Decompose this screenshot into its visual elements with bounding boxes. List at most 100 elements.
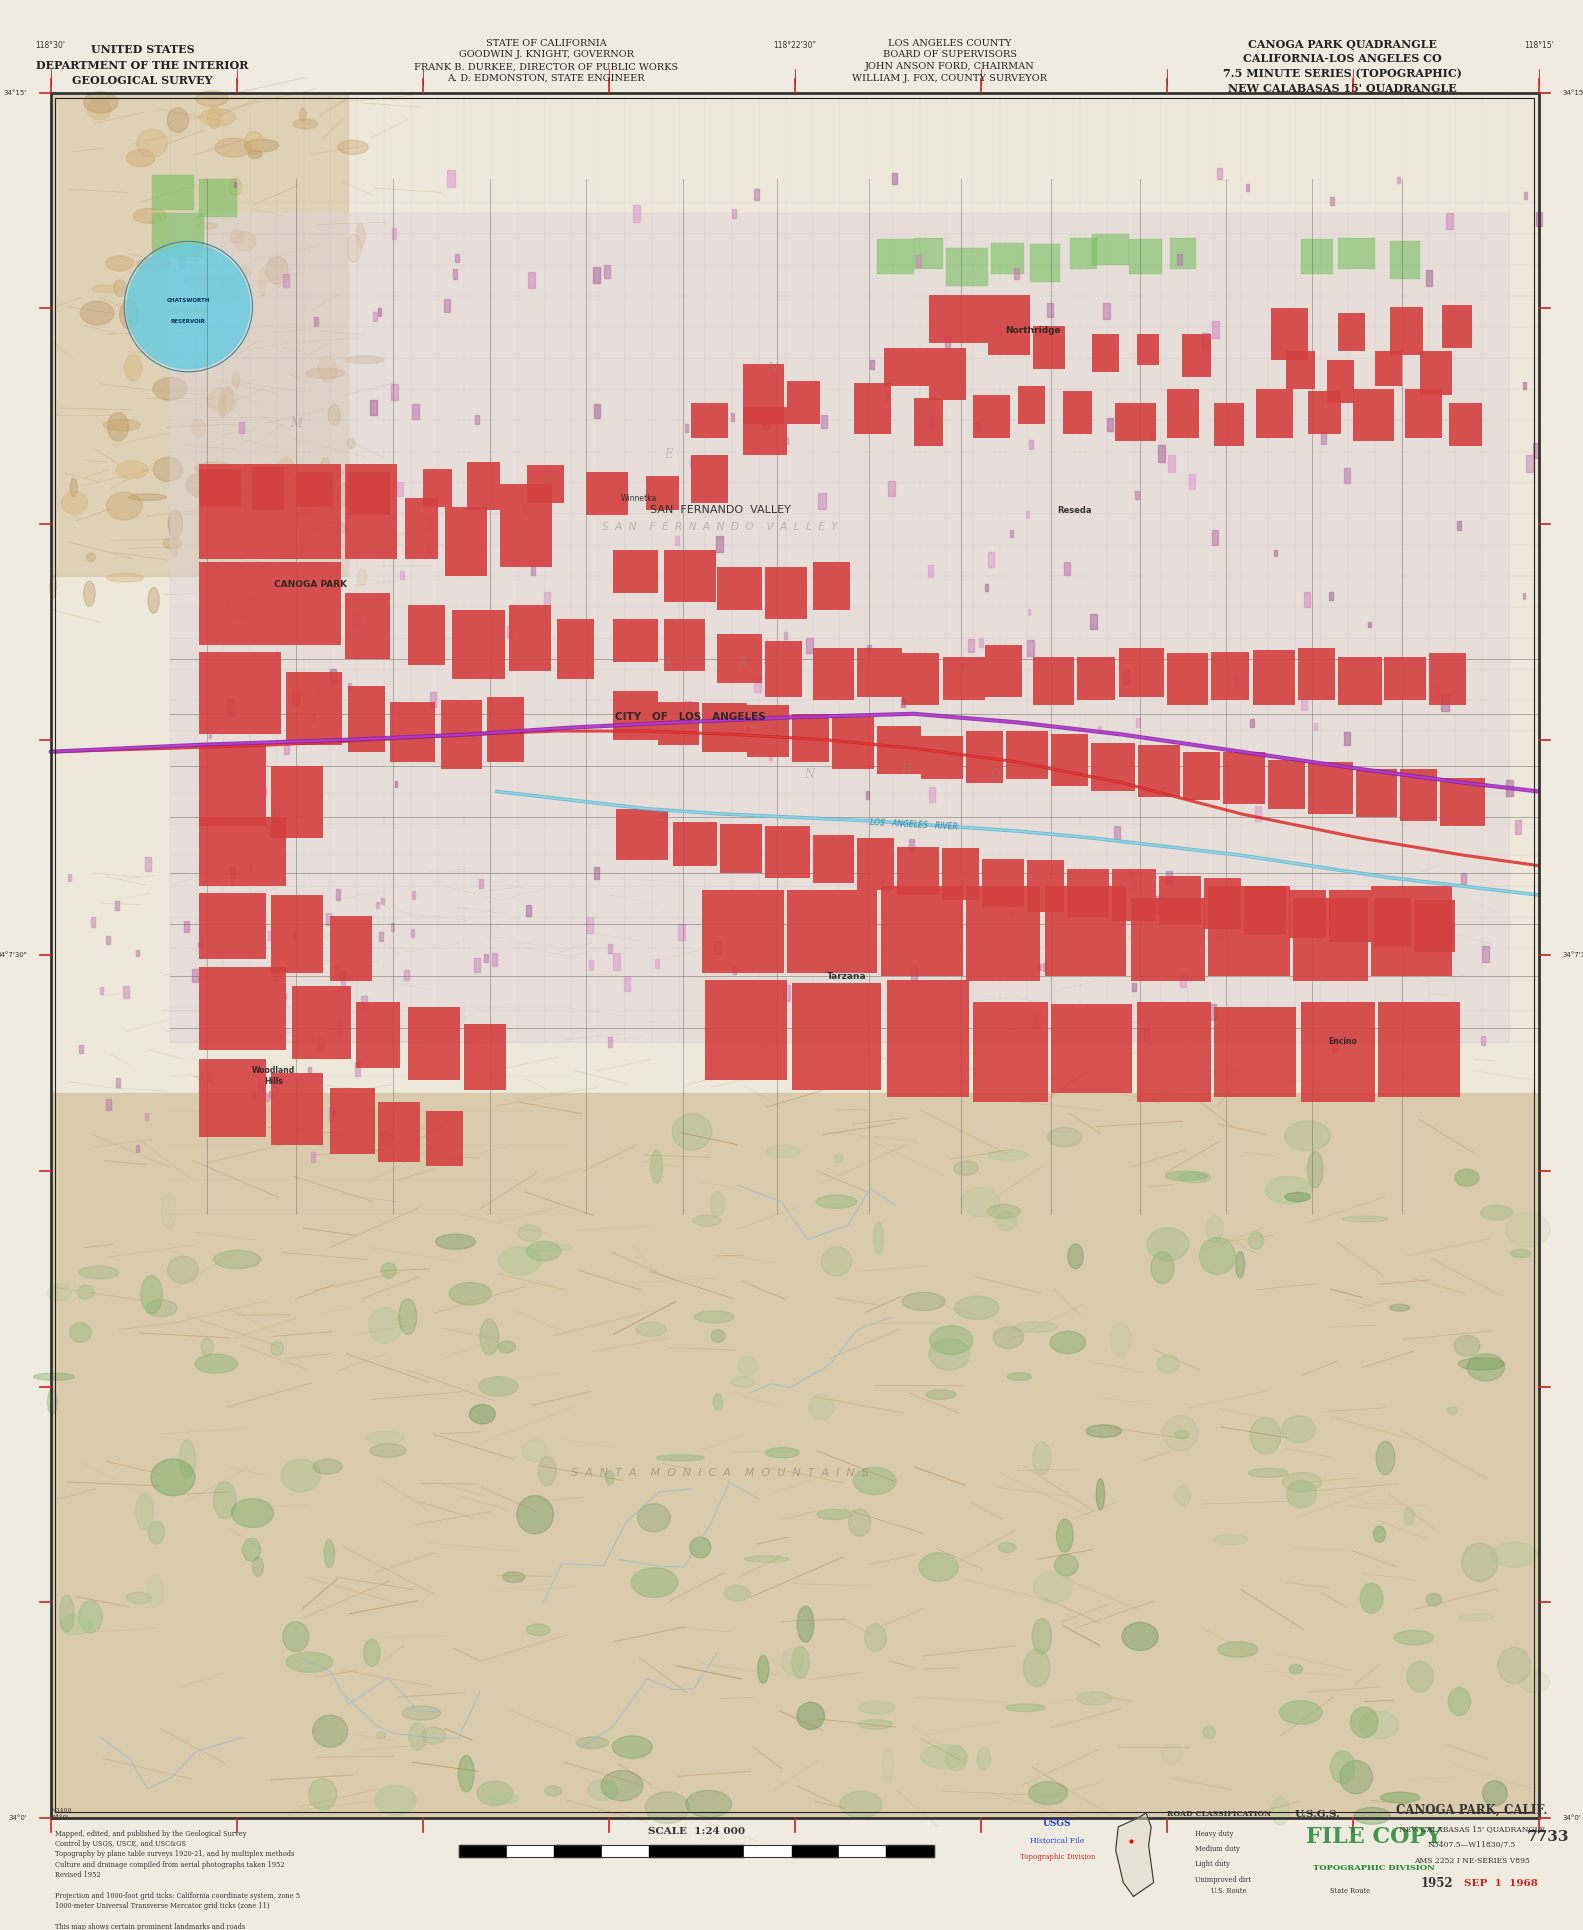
Bar xyxy=(309,1067,312,1073)
Bar xyxy=(1331,1040,1338,1054)
Bar xyxy=(1167,390,1200,438)
Bar xyxy=(1320,432,1327,444)
Ellipse shape xyxy=(636,1322,666,1336)
Bar xyxy=(1344,467,1350,482)
Bar xyxy=(1208,886,1290,977)
Bar xyxy=(714,940,720,953)
Bar xyxy=(616,809,668,861)
Bar xyxy=(545,484,549,496)
Text: 34°0': 34°0' xyxy=(8,1814,27,1822)
Ellipse shape xyxy=(127,149,155,166)
Bar xyxy=(1137,718,1140,726)
Ellipse shape xyxy=(673,1114,712,1150)
Ellipse shape xyxy=(766,1448,799,1457)
Ellipse shape xyxy=(860,1700,894,1714)
Ellipse shape xyxy=(822,1247,852,1276)
Text: M: M xyxy=(290,417,302,430)
Bar xyxy=(833,718,874,768)
Ellipse shape xyxy=(150,1459,195,1496)
Bar xyxy=(557,620,594,679)
Ellipse shape xyxy=(1056,1519,1073,1552)
Ellipse shape xyxy=(293,120,318,129)
Ellipse shape xyxy=(92,286,120,293)
Bar xyxy=(871,359,874,369)
Bar xyxy=(909,840,913,851)
Ellipse shape xyxy=(435,1233,475,1249)
Bar xyxy=(1314,724,1317,730)
Bar xyxy=(234,181,236,187)
Ellipse shape xyxy=(199,108,236,125)
Ellipse shape xyxy=(1374,1527,1385,1542)
Bar xyxy=(527,465,564,504)
Bar xyxy=(818,492,825,510)
Text: 34°0': 34°0' xyxy=(1562,1814,1581,1822)
Ellipse shape xyxy=(168,510,182,538)
Bar xyxy=(1404,390,1442,438)
Bar xyxy=(445,508,486,575)
Bar xyxy=(329,1108,334,1119)
Ellipse shape xyxy=(136,129,168,158)
Ellipse shape xyxy=(366,1430,404,1444)
Ellipse shape xyxy=(1467,1353,1505,1380)
Bar xyxy=(589,959,594,969)
Bar xyxy=(389,703,435,762)
Ellipse shape xyxy=(196,91,228,106)
Bar xyxy=(500,484,552,567)
Bar xyxy=(1255,390,1293,438)
Ellipse shape xyxy=(920,1554,958,1581)
Ellipse shape xyxy=(114,280,127,297)
Bar xyxy=(991,243,1024,274)
Text: 34°0': 34°0' xyxy=(51,1814,70,1822)
Bar xyxy=(318,1036,325,1050)
Text: 118°22'30": 118°22'30" xyxy=(773,41,817,50)
Ellipse shape xyxy=(321,457,329,469)
Bar xyxy=(1145,1029,1149,1040)
Ellipse shape xyxy=(154,457,182,481)
Bar xyxy=(1130,239,1162,274)
Bar xyxy=(1301,1002,1376,1102)
Ellipse shape xyxy=(1214,1534,1247,1544)
Ellipse shape xyxy=(310,469,344,477)
Bar xyxy=(867,645,871,654)
Ellipse shape xyxy=(1164,1415,1198,1451)
Bar xyxy=(792,714,829,762)
Bar xyxy=(405,498,437,558)
Bar xyxy=(486,697,524,762)
Bar xyxy=(1368,621,1371,627)
Ellipse shape xyxy=(1331,1751,1355,1783)
Bar xyxy=(1137,334,1159,365)
Ellipse shape xyxy=(192,419,206,438)
Bar xyxy=(945,336,950,347)
Bar xyxy=(296,473,334,508)
Ellipse shape xyxy=(377,1731,386,1739)
Bar xyxy=(913,237,943,268)
Ellipse shape xyxy=(977,1747,991,1770)
Bar xyxy=(1027,608,1031,616)
Bar xyxy=(199,463,340,558)
Ellipse shape xyxy=(739,1357,757,1376)
Ellipse shape xyxy=(347,355,385,363)
Ellipse shape xyxy=(1034,1571,1072,1604)
Ellipse shape xyxy=(516,1496,554,1534)
Bar xyxy=(1308,762,1352,814)
Text: 34°15': 34°15' xyxy=(3,89,27,97)
Bar xyxy=(1159,876,1201,924)
Bar xyxy=(885,394,888,401)
Bar xyxy=(703,890,784,973)
Bar xyxy=(690,403,728,438)
Bar xyxy=(1414,899,1455,951)
Ellipse shape xyxy=(84,93,119,114)
Ellipse shape xyxy=(230,230,244,243)
Ellipse shape xyxy=(325,1540,334,1567)
Bar xyxy=(374,313,377,320)
Text: 118°30': 118°30' xyxy=(36,41,65,50)
Bar xyxy=(106,936,109,944)
Bar xyxy=(272,969,277,980)
Ellipse shape xyxy=(218,392,226,419)
Bar xyxy=(380,932,383,940)
Bar xyxy=(355,1062,361,1075)
Bar xyxy=(1211,652,1249,701)
Bar xyxy=(51,1094,1539,1818)
Ellipse shape xyxy=(996,1212,1016,1231)
Ellipse shape xyxy=(103,419,141,430)
